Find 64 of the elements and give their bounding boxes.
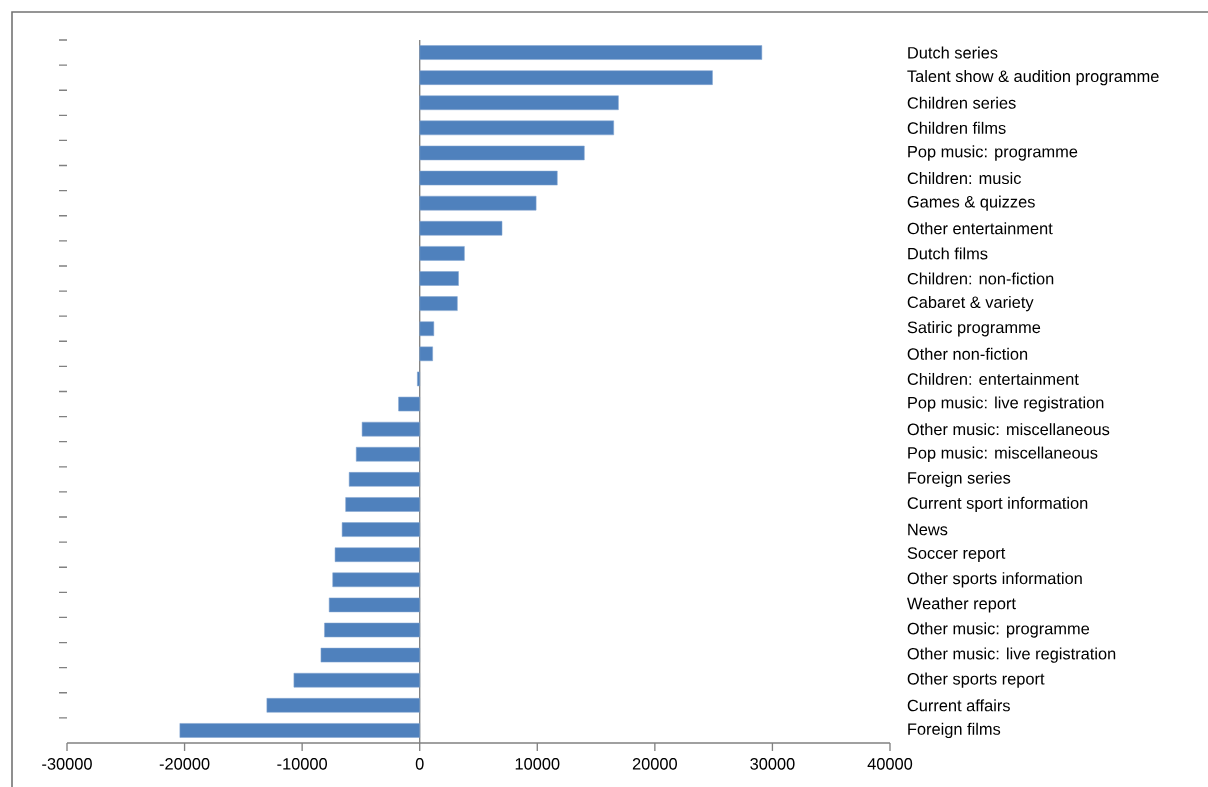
y-tick-label: Foreign series — [908, 471, 1011, 488]
x-tick-label: 20000 — [632, 758, 677, 770]
bar — [419, 70, 713, 85]
bar — [419, 296, 458, 311]
y-tick-label: Weather report — [906, 597, 1016, 613]
y-tick-label: Other sports report — [907, 672, 1045, 688]
bar — [419, 321, 435, 336]
y-tick-label: Cabaret & variety — [907, 295, 1034, 312]
bar — [345, 497, 420, 512]
bar — [179, 723, 420, 738]
bar — [361, 421, 420, 437]
x-tick-label: -10000 — [277, 758, 328, 770]
bar — [398, 396, 420, 412]
y-tick-label: Children: non-fiction — [907, 272, 1054, 285]
bar — [334, 547, 420, 562]
bar — [355, 446, 420, 462]
x-tick-label: -30000 — [42, 758, 92, 770]
y-tick-label: Dutch series — [908, 46, 998, 59]
bar — [419, 221, 503, 236]
bar — [419, 120, 614, 136]
y-tick-label: Talent show & audition programme — [907, 70, 1159, 86]
bar — [419, 195, 537, 211]
y-tick-label: Other entertainment — [907, 222, 1053, 235]
y-tick-label: Satiric programme — [907, 321, 1041, 337]
bar — [419, 170, 558, 186]
bar — [417, 371, 420, 387]
bar — [348, 472, 420, 487]
y-tick-label: Children: music — [907, 172, 1021, 185]
y-tick-label: News — [908, 523, 948, 536]
y-tick-label: Children: entertainment — [907, 372, 1079, 385]
y-tick-label: Other non-fiction — [907, 347, 1028, 360]
bar — [341, 522, 420, 537]
y-tick-label: Pop music: programme — [908, 145, 1078, 161]
x-tick-label: 0 — [415, 758, 424, 770]
y-tick-label: Soccer report — [907, 547, 1006, 563]
bar — [324, 622, 420, 638]
x-tick-label: -20000 — [159, 758, 210, 770]
bar — [266, 698, 420, 713]
bar — [320, 647, 420, 663]
y-tick-label: Children films — [907, 121, 1006, 134]
bar — [328, 597, 420, 613]
y-tick-label: Other music: programme — [907, 622, 1090, 638]
bar — [419, 45, 763, 60]
y-tick-label: Other sports information — [907, 572, 1082, 588]
bar — [332, 572, 420, 588]
y-tick-label: Pop music: live registration — [908, 396, 1104, 412]
bar — [419, 145, 585, 161]
y-tick-label: Pop music: miscellaneous — [908, 446, 1098, 462]
y-tick-label: Current sport information — [907, 496, 1088, 513]
x-tick-label: 40000 — [867, 758, 913, 770]
bar — [419, 95, 619, 111]
y-tick-label: Current affairs — [907, 699, 1010, 712]
bar — [419, 271, 459, 286]
x-tick-label: 30000 — [750, 758, 795, 770]
y-tick-label: Dutch films — [908, 247, 988, 260]
bar — [419, 346, 433, 362]
y-tick-label: Games & quizzes — [907, 195, 1035, 211]
bar — [293, 672, 420, 688]
bar — [419, 246, 465, 261]
x-tick-label: 10000 — [515, 758, 560, 770]
y-tick-label: Foreign films — [908, 722, 1001, 739]
y-tick-label: Other music: miscellaneous — [907, 423, 1110, 436]
y-tick-label: Other music: live registration — [907, 647, 1116, 663]
y-tick-label: Children series — [907, 96, 1016, 109]
